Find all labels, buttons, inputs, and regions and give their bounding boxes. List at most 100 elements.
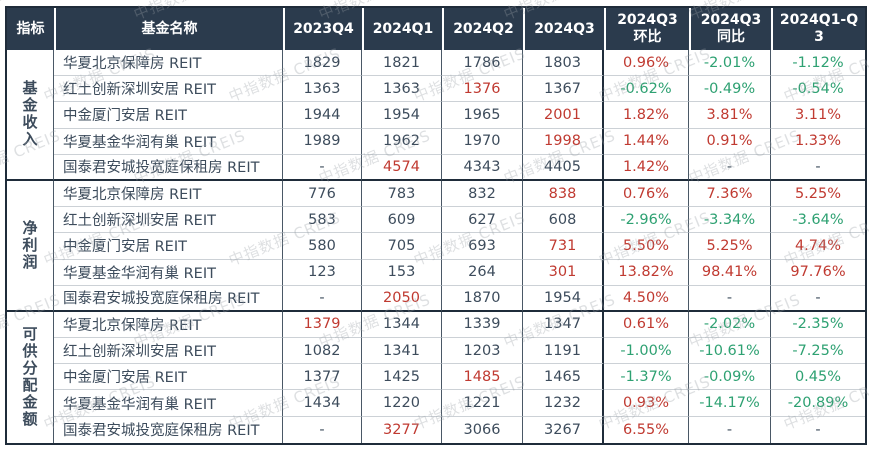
- column-header-line1: 指标: [16, 20, 45, 37]
- value-cell-2024Q1-Q3: -: [771, 286, 865, 312]
- value-cell-2024Q2: 264: [442, 259, 523, 286]
- value-cell-2024Q3同比: -0.09%: [689, 364, 771, 391]
- fund-name-cell: 红土创新深圳安居 REIT: [54, 207, 283, 234]
- value-cell-2024Q3同比: 5.25%: [689, 233, 771, 260]
- value-cell-2024Q1-Q3: -1.12%: [771, 50, 865, 77]
- value-cell-2023Q4: 1379: [283, 311, 362, 339]
- fund-name-cell: 中金厦门安居 REIT: [54, 233, 283, 260]
- fund-name-cell: 红土创新深圳安居 REIT: [54, 76, 283, 103]
- value-cell-2024Q3同比: 3.81%: [689, 102, 771, 129]
- column-header-line2: 3: [814, 29, 824, 45]
- value-cell-2024Q2: 4343: [442, 154, 523, 181]
- value-cell-2023Q4: 1082: [283, 338, 362, 365]
- value-cell-2023Q4: 1434: [283, 390, 362, 417]
- table-body: 基金收入 华夏北京保障房 REIT 1829 1821 1786 1803 0.96% -2.…: [7, 50, 865, 443]
- value-cell-2024Q1: 1363: [362, 76, 442, 103]
- column-header-2024Q3同比: 2024Q3 同比: [689, 8, 771, 50]
- value-cell-2024Q2: 1965: [442, 102, 523, 129]
- value-cell-2024Q1-Q3: 4.74%: [771, 233, 865, 260]
- value-cell-2024Q2: 1339: [442, 311, 523, 339]
- value-cell-2023Q4: 123: [283, 259, 362, 286]
- value-cell-2024Q2: 1786: [442, 50, 523, 77]
- column-header-line1: 2024Q3: [617, 12, 678, 28]
- value-cell-2024Q1-Q3: 3.11%: [771, 102, 865, 129]
- value-cell-2024Q1: 3277: [362, 416, 442, 443]
- value-cell-2024Q1-Q3: -3.64%: [771, 207, 865, 234]
- table-header-row: 指标 基金名称 2023Q4 2024Q1 2024Q2 2024Q3 2024Q3 环比 20…: [7, 8, 865, 50]
- value-cell-2024Q3: 3267: [523, 416, 604, 443]
- value-cell-2024Q3环比: 1.42%: [604, 154, 689, 181]
- value-cell-2024Q2: 1203: [442, 338, 523, 365]
- value-cell-2024Q3环比: 0.96%: [604, 50, 689, 77]
- column-header-line1: 2024Q2: [453, 20, 514, 37]
- value-cell-2024Q1: 4574: [362, 154, 442, 181]
- value-cell-2024Q3环比: 0.76%: [604, 180, 689, 208]
- value-cell-2023Q4: -: [283, 416, 362, 443]
- fund-name-cell: 中金厦门安居 REIT: [54, 364, 283, 391]
- value-cell-2024Q3: 1191: [523, 338, 604, 365]
- value-cell-2024Q1: 1962: [362, 128, 442, 155]
- value-cell-2024Q2: 1376: [442, 76, 523, 103]
- value-cell-2024Q3同比: -2.01%: [689, 50, 771, 77]
- value-cell-2024Q3环比: -1.37%: [604, 364, 689, 391]
- fund-name-cell: 华夏基金华润有巢 REIT: [54, 390, 283, 417]
- value-cell-2024Q1: 1954: [362, 102, 442, 129]
- value-cell-2024Q3同比: -10.61%: [689, 338, 771, 365]
- value-cell-2024Q3同比: -: [689, 285, 771, 312]
- value-cell-2024Q3同比: 7.36%: [689, 180, 771, 208]
- value-cell-2024Q1: 783: [362, 180, 442, 208]
- column-header-line1: 2024Q1: [372, 20, 434, 37]
- value-cell-2024Q3环比: 1.44%: [604, 128, 689, 155]
- value-cell-2024Q3环比: 13.82%: [604, 259, 689, 286]
- value-cell-2024Q3: 1998: [523, 128, 604, 155]
- value-cell-2024Q3: 2001: [523, 102, 604, 129]
- value-cell-2023Q4: 1363: [283, 76, 362, 103]
- fund-name-cell: 华夏北京保障房 REIT: [54, 311, 283, 339]
- value-cell-2024Q1: 705: [362, 233, 442, 260]
- column-header-2024Q2: 2024Q2: [442, 8, 523, 50]
- column-header-2024Q1: 2024Q1: [362, 8, 442, 50]
- value-cell-2023Q4: 1829: [283, 50, 362, 77]
- fund-name-cell: 华夏北京保障房 REIT: [54, 180, 283, 208]
- value-cell-2024Q1-Q3: -: [771, 155, 865, 181]
- value-cell-2024Q3同比: 98.41%: [689, 259, 771, 286]
- value-cell-2024Q3: 1367: [523, 76, 604, 103]
- value-cell-2024Q3环比: 5.50%: [604, 233, 689, 260]
- value-cell-2023Q4: -: [283, 285, 362, 312]
- value-cell-2023Q4: 1989: [283, 128, 362, 155]
- column-header-2024Q1-Q3: 2024Q1-Q 3: [771, 8, 865, 50]
- value-cell-2024Q3: 1465: [523, 364, 604, 391]
- value-cell-2024Q3同比: -: [689, 416, 771, 443]
- column-header-line2: 同比: [717, 29, 745, 45]
- value-cell-2024Q3同比: -: [689, 154, 771, 181]
- value-cell-2024Q3同比: -14.17%: [689, 390, 771, 417]
- column-header-line1: 2023Q4: [293, 20, 354, 37]
- value-cell-2024Q1-Q3: 0.45%: [771, 364, 865, 391]
- fund-name-cell: 国泰君安城投宽庭保租房 REIT: [54, 154, 283, 181]
- value-cell-2024Q3环比: -0.62%: [604, 76, 689, 103]
- value-cell-2024Q3: 1803: [523, 50, 604, 77]
- value-cell-2024Q2: 693: [442, 233, 523, 260]
- column-header-基金名称: 基金名称: [54, 8, 283, 50]
- value-cell-2024Q2: 3066: [442, 416, 523, 443]
- column-header-2024Q3: 2024Q3: [523, 8, 604, 50]
- column-header-2023Q4: 2023Q4: [283, 8, 362, 50]
- value-cell-2023Q4: 583: [283, 207, 362, 234]
- value-cell-2024Q3环比: -2.96%: [604, 207, 689, 234]
- column-header-指标: 指标: [7, 8, 54, 50]
- fund-name-cell: 华夏北京保障房 REIT: [54, 50, 283, 77]
- value-cell-2024Q1: 609: [362, 207, 442, 234]
- value-cell-2023Q4: 1377: [283, 364, 362, 391]
- value-cell-2024Q1-Q3: 1.33%: [771, 129, 865, 155]
- value-cell-2024Q2: 1870: [442, 285, 523, 312]
- value-cell-2024Q1-Q3: -0.54%: [771, 76, 865, 103]
- value-cell-2023Q4: 1944: [283, 102, 362, 129]
- value-cell-2024Q3同比: -3.34%: [689, 207, 771, 234]
- value-cell-2024Q3同比: -2.02%: [689, 311, 771, 339]
- column-header-line1: 基金名称: [141, 20, 198, 37]
- value-cell-2024Q3同比: 0.91%: [689, 128, 771, 155]
- value-cell-2024Q3: 1954: [523, 285, 604, 312]
- value-cell-2024Q1: 1341: [362, 338, 442, 365]
- value-cell-2024Q1: 153: [362, 259, 442, 286]
- value-cell-2024Q1: 1344: [362, 311, 442, 339]
